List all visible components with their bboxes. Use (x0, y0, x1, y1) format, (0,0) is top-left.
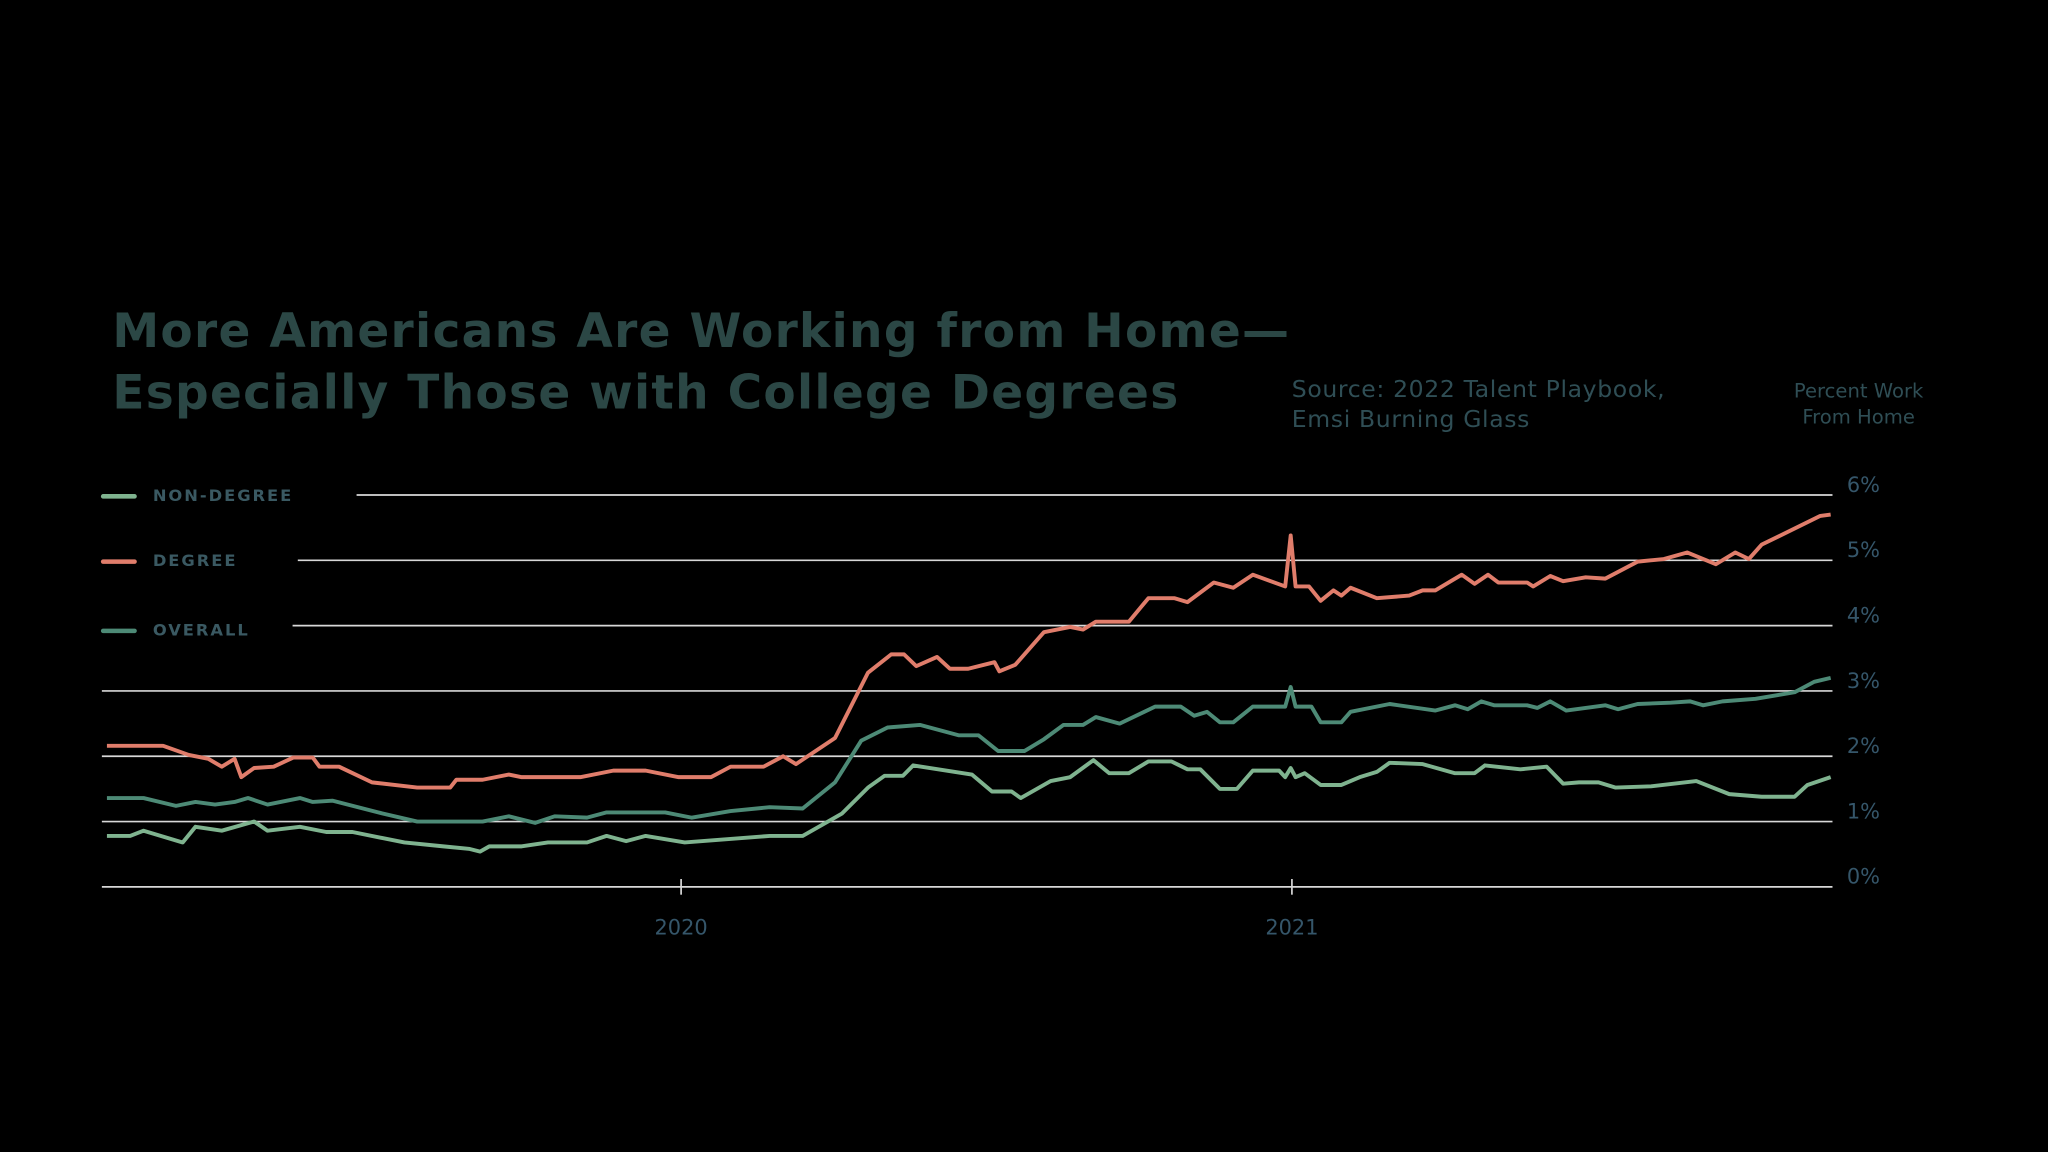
y-tick-label: 4% (1847, 603, 1880, 627)
chart-title: More Americans Are Working from Home— (112, 304, 1290, 359)
legend-label: DEGREE (153, 551, 238, 570)
y-tick-label: 1% (1847, 799, 1880, 823)
source: Emsi Burning Glass (1292, 405, 1530, 433)
y-tick-label: 0% (1847, 865, 1880, 889)
legend-label: OVERALL (153, 620, 250, 639)
y-tick-label: 2% (1847, 734, 1880, 758)
y-tick-label: 5% (1847, 538, 1880, 562)
series-line (106, 512, 1831, 790)
series-line (106, 758, 1832, 854)
y-tick-label: 3% (1847, 669, 1880, 693)
x-tick-label: 2021 (1265, 916, 1318, 940)
chart-title: Especially Those with College Degrees (112, 365, 1179, 420)
y-tick-label: 6% (1847, 473, 1880, 497)
y-axis-label: Percent Work (1794, 379, 1924, 402)
series-line (106, 675, 1832, 825)
legend-label: NON-DEGREE (153, 486, 293, 505)
source: Source: 2022 Talent Playbook, (1292, 375, 1666, 403)
x-tick-label: 2020 (655, 916, 708, 940)
y-axis-label: From Home (1802, 405, 1915, 428)
